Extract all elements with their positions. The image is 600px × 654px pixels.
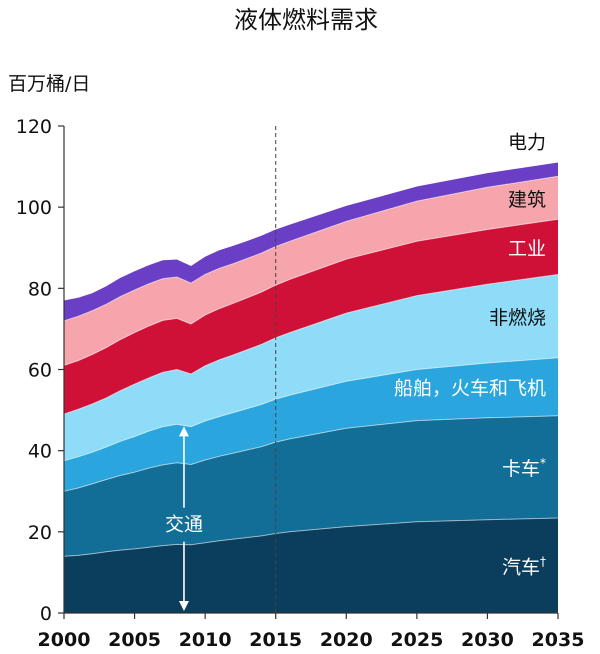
x-tick-label: 2015 (249, 629, 302, 651)
y-axis-label: 百万桶/日 (8, 73, 90, 95)
y-tick-label: 120 (16, 116, 52, 138)
x-tick-label: 2035 (532, 629, 585, 651)
transport-annotation: 交通 (165, 426, 203, 611)
series-label-非燃烧: 非燃烧 (489, 307, 546, 329)
chart-title: 液体燃料需求 (234, 6, 378, 34)
series-label-建筑: 建筑 (508, 189, 546, 211)
y-tick-label: 40 (28, 441, 52, 463)
area-船舶-火车和飞机 (64, 357, 558, 492)
x-tick-label: 2025 (390, 629, 443, 651)
area-汽车 (64, 518, 558, 613)
x-tick-label: 2010 (179, 629, 232, 651)
boundary-line (63, 517, 559, 557)
series-label-汽车: 汽车† (502, 555, 546, 579)
series-label-电力: 电力 (508, 132, 546, 154)
series-label-工业: 工业 (508, 238, 546, 260)
transport-label: 交通 (165, 514, 203, 536)
boundary-line (63, 175, 559, 322)
boundary-line (63, 415, 559, 492)
series-label-船舶-火车和飞机: 船舶，火车和飞机 (394, 378, 546, 400)
area-非燃烧 (64, 274, 558, 461)
stacked-areas (63, 162, 559, 613)
x-tick-label: 2020 (320, 629, 373, 651)
y-tick-label: 100 (16, 197, 52, 219)
boundary-line (63, 357, 559, 462)
y-tick-label: 60 (28, 360, 52, 382)
area-建筑 (64, 176, 558, 366)
transport-arrowhead-bottom (178, 600, 189, 611)
x-tick-label: 2005 (108, 629, 161, 651)
axes: 0 20 40 60 80 100 120 2000 2005 2010 2015 2020 2025 2… (16, 116, 585, 651)
transport-arrowhead-top (178, 426, 189, 437)
series-label-卡车: 卡车* (502, 456, 546, 480)
x-tick-label: 2000 (38, 629, 91, 651)
y-tick-label: 20 (28, 522, 52, 544)
boundary-line (63, 274, 559, 415)
x-tick-label: 2030 (461, 629, 514, 651)
y-tick-label: 0 (40, 603, 52, 625)
y-tick-label: 80 (28, 278, 52, 300)
series-labels: 汽车† 卡车* 船舶，火车和飞机 非燃烧 工业 建筑 电力 (394, 132, 546, 579)
boundary-line (63, 218, 559, 366)
area-工业 (64, 219, 558, 415)
